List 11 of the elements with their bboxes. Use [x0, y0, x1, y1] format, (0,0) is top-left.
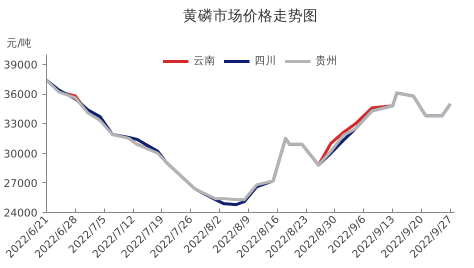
legend-label: 四川: [254, 54, 276, 68]
y-tick-label: 30000: [4, 147, 38, 160]
chart-title: 黄磷市场价格走势图: [183, 8, 318, 24]
y-tick-label: 33000: [4, 118, 38, 131]
legend-label: 云南: [194, 54, 216, 68]
y-tick-label: 36000: [4, 88, 38, 101]
y-tick-label: 39000: [4, 58, 38, 72]
y-tick-label: 24000: [4, 206, 38, 220]
y-axis-title: 元/吨: [6, 36, 32, 50]
y-tick-label: 27000: [4, 176, 38, 190]
legend-label: 贵州: [316, 54, 338, 68]
